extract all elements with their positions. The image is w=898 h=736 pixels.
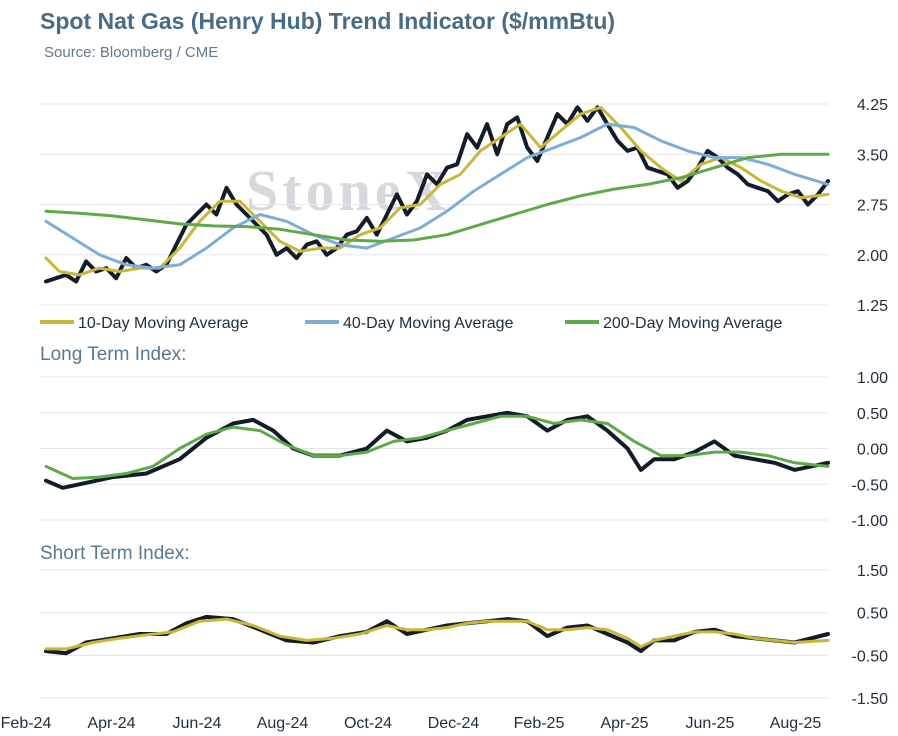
x-tick-label: Apr-24 <box>87 715 135 732</box>
x-tick-label: Aug-25 <box>770 715 822 732</box>
y-tick-label: -0.50 <box>852 648 889 665</box>
y-tick-label: 2.75 <box>857 198 888 215</box>
x-tick-label: Jun-25 <box>686 715 735 732</box>
long-term-index-title: Long Term Index: <box>40 344 187 365</box>
legend-label: 40-Day Moving Average <box>343 315 514 332</box>
y-tick-label: 1.25 <box>857 298 888 315</box>
y-tick-label: 0.50 <box>857 406 888 423</box>
chart-subtitle: Source: Bloomberg / CME <box>44 44 219 61</box>
panel-2-series-1-line <box>44 617 830 651</box>
watermark: StoneX <box>246 158 450 223</box>
y-tick-label: -0.50 <box>852 477 889 494</box>
y-tick-label: -1.50 <box>852 691 889 708</box>
x-tick-label: Feb-24 <box>1 715 52 732</box>
40-day-moving-average-line <box>44 122 830 270</box>
panel-1-series-0-line <box>44 410 830 490</box>
short-term-index-title: Short Term Index: <box>40 543 190 564</box>
panel-2-series-0-line <box>44 614 830 656</box>
y-tick-label: 1.50 <box>857 563 888 580</box>
10-day-moving-average-line <box>44 105 830 277</box>
x-tick-label: Jun-24 <box>173 715 222 732</box>
x-tick-label: Feb-25 <box>514 715 565 732</box>
200-day-moving-average-line <box>44 152 830 243</box>
series-layer <box>44 105 830 656</box>
legend-label: 200-Day Moving Average <box>603 315 782 332</box>
y-tick-label: -1.00 <box>852 513 889 530</box>
y-tick-label: 3.50 <box>857 147 888 164</box>
legend: 10-Day Moving Average 40-Day Moving Avera… <box>40 315 782 332</box>
y-tick-label: 1.00 <box>857 370 888 387</box>
y-tick-label: 4.25 <box>857 97 888 114</box>
x-axis-labels: Feb-24 Apr-24 Jun-24 Aug-24 Oct-24 Dec-24 Feb-… <box>1 715 822 732</box>
x-tick-label: Apr-25 <box>600 715 648 732</box>
x-tick-label: Aug-24 <box>257 715 309 732</box>
chart-title: Spot Nat Gas (Henry Hub) Trend Indicator… <box>40 8 616 34</box>
y-tick-label: 0.00 <box>857 442 888 459</box>
tick-layer: 4.25 3.50 2.75 2.00 1.25 1.00 0.50 0.00 -0.50 -1.… <box>852 97 889 708</box>
x-tick-label: Oct-24 <box>344 715 392 732</box>
y-tick-label: 2.00 <box>857 248 888 265</box>
panel-1-series-1-line <box>44 414 830 480</box>
legend-label: 10-Day Moving Average <box>78 315 249 332</box>
y-tick-label: 0.50 <box>857 606 888 623</box>
x-tick-label: Dec-24 <box>428 715 480 732</box>
